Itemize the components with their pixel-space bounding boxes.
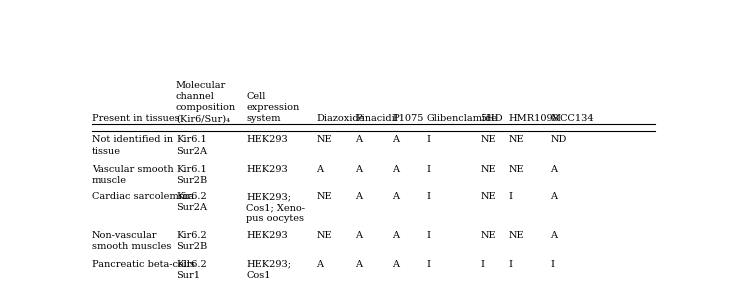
Text: HEK293;
Cos1: HEK293; Cos1 — [247, 260, 291, 280]
Text: A: A — [392, 231, 399, 240]
Text: HEK293: HEK293 — [247, 135, 288, 145]
Text: Kir6.2
Sur2A: Kir6.2 Sur2A — [176, 192, 207, 212]
Text: A: A — [392, 135, 399, 145]
Text: NE: NE — [316, 192, 332, 201]
Text: NE: NE — [509, 165, 524, 175]
Text: Kir6.2
Sur2B: Kir6.2 Sur2B — [176, 231, 207, 251]
Text: 5HD: 5HD — [480, 114, 503, 123]
Text: NE: NE — [480, 231, 496, 240]
Text: Kir6.1
Sur2B: Kir6.1 Sur2B — [176, 165, 207, 185]
Text: A: A — [392, 260, 399, 269]
Text: P1075: P1075 — [392, 114, 424, 123]
Text: HMR1098: HMR1098 — [509, 114, 559, 123]
Text: Kir6.2
Sur1: Kir6.2 Sur1 — [176, 260, 207, 280]
Text: I: I — [509, 192, 513, 201]
Text: A: A — [392, 192, 399, 201]
Text: A: A — [316, 165, 324, 175]
Text: Cell
expression
system: Cell expression system — [247, 92, 299, 123]
Text: I: I — [426, 231, 430, 240]
Text: NE: NE — [480, 165, 496, 175]
Text: I: I — [550, 260, 554, 269]
Text: Non-vascular
smooth muscles: Non-vascular smooth muscles — [92, 231, 171, 251]
Text: NE: NE — [509, 135, 524, 145]
Text: A: A — [392, 165, 399, 175]
Text: I: I — [426, 135, 430, 145]
Text: Pinacidil: Pinacidil — [355, 114, 398, 123]
Text: A: A — [355, 260, 362, 269]
Text: Kir6.1
Sur2A: Kir6.1 Sur2A — [176, 135, 207, 156]
Text: HEK293: HEK293 — [247, 231, 288, 240]
Text: I: I — [480, 260, 484, 269]
Text: A: A — [550, 192, 557, 201]
Text: Not identified in
tissue: Not identified in tissue — [92, 135, 172, 156]
Text: Cardiac sarcolemma: Cardiac sarcolemma — [92, 192, 194, 201]
Text: Glibenclamide: Glibenclamide — [426, 114, 498, 123]
Text: NE: NE — [480, 192, 496, 201]
Text: Pancreatic beta-cells: Pancreatic beta-cells — [92, 260, 195, 269]
Text: HEK293;
Cos1; Xeno-
pus oocytes: HEK293; Cos1; Xeno- pus oocytes — [247, 192, 305, 223]
Text: A: A — [316, 260, 324, 269]
Text: NE: NE — [480, 135, 496, 145]
Text: MCC134: MCC134 — [550, 114, 594, 123]
Text: I: I — [426, 192, 430, 201]
Text: NE: NE — [509, 231, 524, 240]
Text: Vascular smooth
muscle: Vascular smooth muscle — [92, 165, 173, 185]
Text: NE: NE — [316, 135, 332, 145]
Text: HEK293: HEK293 — [247, 165, 288, 175]
Text: ND: ND — [550, 135, 567, 145]
Text: A: A — [550, 165, 557, 175]
Text: I: I — [426, 165, 430, 175]
Text: I: I — [509, 260, 513, 269]
Text: I: I — [426, 260, 430, 269]
Text: A: A — [355, 192, 362, 201]
Text: Molecular
channel
composition
(Kir6/Sur)₄: Molecular channel composition (Kir6/Sur)… — [176, 81, 236, 123]
Text: Present in tissues: Present in tissues — [92, 114, 179, 123]
Text: A: A — [355, 135, 362, 145]
Text: Diazoxide: Diazoxide — [316, 114, 365, 123]
Text: A: A — [355, 165, 362, 175]
Text: A: A — [550, 231, 557, 240]
Text: NE: NE — [316, 231, 332, 240]
Text: A: A — [355, 231, 362, 240]
